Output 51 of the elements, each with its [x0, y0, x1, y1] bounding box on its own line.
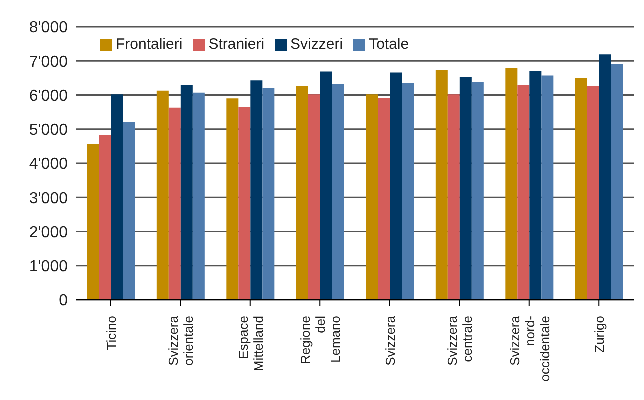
bar: [111, 94, 124, 300]
y-tick-label: 8'000: [29, 20, 68, 37]
x-tick-label: Svizzera orientale: [166, 315, 196, 366]
bar: [472, 82, 484, 300]
y-tick-label: 3'000: [29, 190, 68, 208]
bar: [460, 78, 472, 300]
bar: [238, 107, 251, 300]
bar: [518, 85, 530, 300]
bar: [436, 70, 448, 300]
bar: [192, 92, 205, 300]
bar: [123, 122, 136, 300]
bar: [156, 90, 169, 300]
y-tick-label: 7'000: [29, 54, 68, 71]
x-tick-label: Regione del Lemano: [298, 316, 344, 364]
bar: [506, 68, 518, 300]
bar: [99, 136, 112, 300]
bar: [250, 80, 263, 300]
x-tick-label: Svizzera: [382, 315, 398, 366]
bar: [530, 71, 542, 300]
x-tick-label: Ticino: [104, 316, 119, 350]
bar: [402, 83, 414, 300]
bar: [448, 94, 460, 300]
bar: [320, 72, 332, 300]
y-tick-label: 2'000: [29, 224, 68, 242]
bar: [366, 94, 378, 300]
bar: [587, 86, 600, 300]
bar: [308, 94, 320, 300]
x-tick-label: Svizzera centrale: [445, 315, 476, 366]
bar: [611, 64, 624, 300]
bar: [226, 98, 239, 300]
bar: [378, 98, 390, 300]
bar: [542, 76, 554, 300]
bar: [599, 54, 612, 300]
y-tick-label: 5'000: [29, 122, 68, 140]
legend-label: Stranieri: [208, 36, 265, 53]
legend-label: Totale: [369, 36, 410, 53]
bar: [87, 144, 100, 300]
bar: [180, 85, 193, 300]
legend-label: Frontalieri: [116, 36, 183, 53]
x-tick-label: Zurigo: [592, 316, 608, 353]
bar: [296, 86, 308, 300]
bar: [332, 84, 344, 300]
bar: [575, 78, 588, 300]
y-tick-label: 4'000: [29, 156, 68, 174]
y-tick-label: 0: [59, 292, 68, 310]
y-tick-label: 6'000: [29, 88, 68, 105]
y-tick-label: 1'000: [29, 258, 68, 276]
bar: [262, 88, 275, 300]
bar: [390, 72, 402, 300]
bar: [168, 108, 181, 300]
legend-label: Svizzeri: [290, 36, 344, 53]
